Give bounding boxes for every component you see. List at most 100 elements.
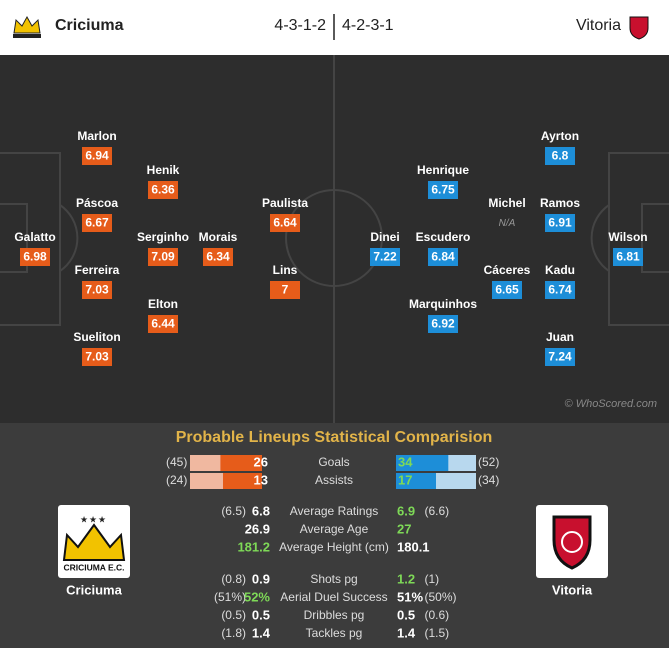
watermark: © WhoScored.com bbox=[565, 398, 657, 410]
player-rating: 6.94 bbox=[85, 149, 109, 163]
stat-label: Average Age bbox=[300, 522, 369, 536]
home-crest-small bbox=[13, 15, 41, 38]
player-rating: 6.75 bbox=[431, 183, 455, 197]
player-name: Cáceres bbox=[484, 263, 531, 277]
home-stat: 26.9 bbox=[245, 521, 270, 536]
player-name: Henrique bbox=[417, 163, 469, 177]
away-prev: (1.5) bbox=[425, 626, 450, 640]
away-stat: 180.1 bbox=[397, 539, 430, 554]
rating-box bbox=[148, 248, 178, 266]
player-name: Galatto bbox=[14, 230, 55, 244]
player-name: Serginho bbox=[137, 230, 189, 244]
player-name: Sueliton bbox=[73, 330, 120, 344]
rating-box bbox=[428, 315, 458, 333]
player-rating: 6.65 bbox=[495, 283, 519, 297]
player-rating: 7.24 bbox=[548, 350, 572, 364]
away-value: 34 bbox=[398, 454, 413, 469]
home-stat: 52% bbox=[244, 589, 270, 604]
home-prev: (1.8) bbox=[221, 626, 246, 640]
away-bar bbox=[396, 473, 436, 489]
away-stat: 1.4 bbox=[397, 625, 416, 640]
svg-text:★: ★ bbox=[89, 514, 97, 524]
rating-box bbox=[82, 214, 112, 232]
player-name: Ferreira bbox=[75, 263, 120, 277]
home-value: 26 bbox=[254, 454, 268, 469]
player-name: Kadu bbox=[545, 263, 575, 277]
player-name: Marlon bbox=[77, 129, 116, 143]
home-bar bbox=[220, 455, 262, 471]
away-stat: 6.9 bbox=[397, 503, 415, 518]
rating-box bbox=[545, 214, 575, 232]
player-name: Escudero bbox=[416, 230, 471, 244]
home-formation: 4-3-1-2 bbox=[274, 17, 326, 34]
player-rating: 6.74 bbox=[548, 283, 572, 297]
home-name: Criciuma bbox=[66, 582, 122, 597]
player-name: Ayrton bbox=[541, 129, 579, 143]
player-name: Lins bbox=[273, 263, 298, 277]
home-prev: (51%) bbox=[214, 590, 246, 604]
rating-box bbox=[428, 181, 458, 199]
home-logo-text: CRICIUMA E.C. bbox=[63, 562, 124, 572]
home-logo: ★ ★ ★ bbox=[62, 514, 126, 561]
home-stat: 0.5 bbox=[252, 607, 270, 622]
stat-label: Average Height (cm) bbox=[279, 540, 389, 554]
player-rating: 6.84 bbox=[431, 250, 455, 264]
away-crest-small bbox=[629, 16, 649, 40]
away-prev: (0.6) bbox=[425, 608, 450, 622]
home-team: Criciuma bbox=[55, 17, 124, 34]
player-rating: 6.44 bbox=[151, 317, 175, 331]
rating-box bbox=[270, 281, 300, 299]
home-prev: (0.5) bbox=[221, 608, 246, 622]
rating-box bbox=[270, 214, 300, 232]
away-stat: 27 bbox=[397, 521, 411, 536]
away-logo bbox=[552, 515, 592, 570]
away-name: Vitoria bbox=[552, 582, 593, 597]
player-rating: 6.98 bbox=[23, 250, 47, 264]
home-bar bbox=[223, 473, 262, 489]
away-stat: 1.2 bbox=[397, 571, 415, 586]
player-name: Páscoa bbox=[76, 196, 118, 210]
stat-label: Aerial Duel Success bbox=[280, 590, 387, 604]
rating-box bbox=[492, 281, 522, 299]
bar-label: Goals bbox=[318, 455, 349, 469]
player-name: Juan bbox=[546, 330, 574, 344]
player-rating: N/A bbox=[499, 218, 516, 229]
player-rating: 6.92 bbox=[431, 317, 455, 331]
rating-box bbox=[613, 248, 643, 266]
home-value: 13 bbox=[254, 472, 268, 487]
rating-box bbox=[20, 248, 50, 266]
away-prev: (1) bbox=[425, 572, 440, 586]
player-name: Paulista bbox=[262, 196, 308, 210]
stat-label: Dribbles pg bbox=[304, 608, 365, 622]
rating-box bbox=[428, 248, 458, 266]
stat-label: Shots pg bbox=[310, 572, 357, 586]
player-name: Elton bbox=[148, 297, 178, 311]
player-name: Ramos bbox=[540, 196, 580, 210]
player-rating: 6.34 bbox=[206, 250, 230, 264]
comparison-title: Probable Lineups Statistical Comparision bbox=[176, 429, 493, 446]
player-name: Henik bbox=[147, 163, 180, 177]
player-rating: 7.03 bbox=[85, 283, 109, 297]
player-name: Wilson bbox=[608, 230, 647, 244]
home-stat: 0.9 bbox=[252, 571, 270, 586]
away-prev: (6.6) bbox=[425, 504, 450, 518]
away-stat: 51% bbox=[397, 589, 423, 604]
rating-box bbox=[82, 348, 112, 366]
player-rating: 6.36 bbox=[151, 183, 175, 197]
player-name: Morais bbox=[199, 230, 238, 244]
pitch-lines bbox=[0, 55, 669, 423]
away-bar bbox=[396, 455, 449, 471]
player-rating: 7.03 bbox=[85, 350, 109, 364]
home-total: (45) bbox=[166, 455, 187, 469]
rating-box bbox=[203, 248, 233, 266]
player-rating: 6.91 bbox=[548, 216, 572, 230]
away-prev: (50%) bbox=[425, 590, 457, 604]
svg-text:★: ★ bbox=[98, 514, 106, 524]
rating-box bbox=[545, 147, 575, 165]
player-rating: 6.8 bbox=[552, 149, 569, 163]
rating-box bbox=[148, 315, 178, 333]
home-stat: 6.8 bbox=[252, 503, 270, 518]
home-prev: (6.5) bbox=[221, 504, 246, 518]
